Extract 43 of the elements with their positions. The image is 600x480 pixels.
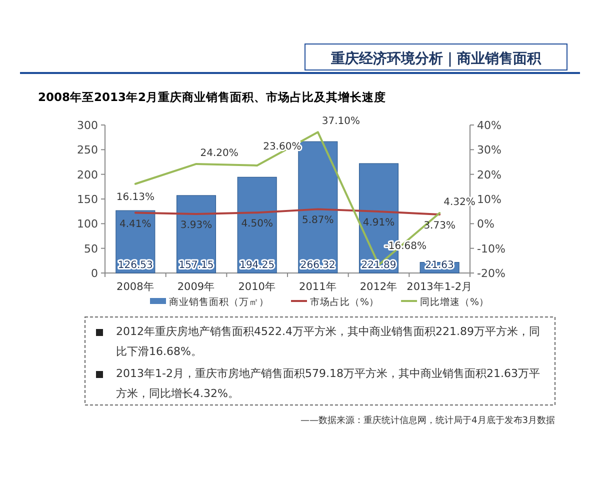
data-label: 3.73%	[424, 220, 456, 232]
x-tick-label: 2009年	[177, 281, 216, 293]
data-label: 194.25	[240, 260, 275, 271]
x-tick-label: 2013年1-2月	[406, 281, 473, 293]
legend-label: 商业销售面积（万㎡）	[169, 296, 269, 308]
data-label: 5.87%	[302, 215, 334, 226]
data-label: 221.89	[361, 260, 396, 271]
y-tick-label: 100	[77, 218, 98, 231]
data-label: 37.10%	[322, 116, 360, 128]
text: ——数据来源：重庆统计信息网，统计局于4月底于发布3月数据	[300, 415, 555, 426]
data-label: 3.93%	[180, 220, 212, 231]
y-tick-label: 50	[84, 242, 98, 256]
x-tick-label: 2008年	[116, 281, 154, 293]
y2-tick-label: 0%	[477, 218, 494, 231]
x-tick-label: 2011年	[299, 281, 337, 293]
data-label: 4.50%	[241, 218, 273, 230]
y2-tick-label: -10%	[477, 242, 506, 256]
data-label: 4.91%	[362, 218, 395, 229]
y2-tick-label: 40%	[477, 119, 502, 132]
chart-subtitle: 2008年至2013年2月重庆商业销售面积、市场占比及其增长速度	[38, 90, 386, 104]
data-label: 126.53	[118, 260, 153, 271]
text: 2013年1-2月，重庆市房地产销售面积579.18万平方米，其中商业销售面积21.63万平方米，同比增长4.32%。	[116, 366, 541, 402]
y-tick-label: 300	[77, 119, 98, 132]
y2-tick-label: 10%	[477, 193, 502, 206]
y2-tick-label: 20%	[477, 168, 502, 182]
text: 2012年重庆房地产销售面积4522.4万平方米，其中商业销售面积221.89万平方米，同比下滑16.68%。	[116, 324, 541, 360]
data-label: 157.15	[178, 260, 214, 271]
chart-title: 重庆经济环境分析｜商业销售面积	[330, 50, 542, 67]
y-tick-label: 150	[77, 193, 98, 206]
legend-label: 市场占比（%）	[310, 296, 380, 308]
y2-tick-label: -20%	[477, 267, 506, 280]
y-tick-label: 0	[91, 267, 98, 280]
legend-label: 同比增速（%）	[420, 296, 490, 308]
data-label: 24.20%	[200, 148, 238, 159]
y-tick-label: 200	[77, 168, 98, 182]
data-label: 266.32	[300, 260, 336, 271]
y2-tick-label: 30%	[477, 144, 502, 157]
x-tick-label: 2012年	[360, 281, 398, 293]
data-label: 16.13%	[116, 192, 154, 203]
data-label: 4.41%	[120, 218, 152, 230]
data-label: 21.63	[425, 260, 454, 271]
x-tick-label: 2010年	[238, 281, 276, 293]
y-tick-label: 250	[77, 144, 98, 157]
